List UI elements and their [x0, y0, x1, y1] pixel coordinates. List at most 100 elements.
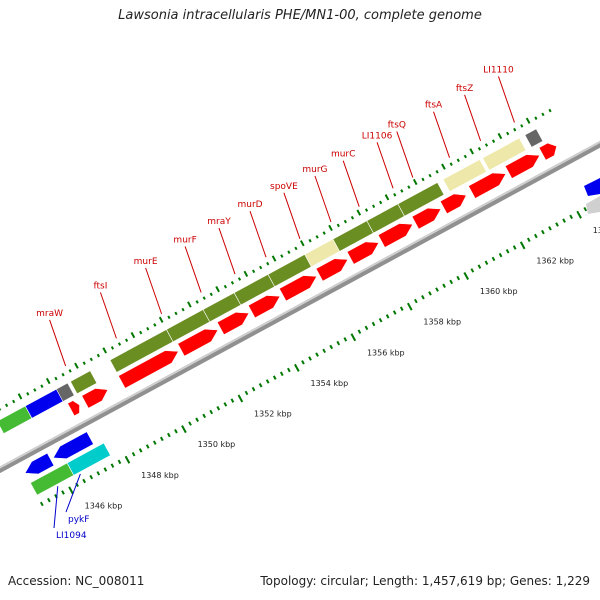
upper-tick [525, 117, 531, 124]
scale-tick [195, 417, 199, 422]
upper-tick [379, 200, 383, 205]
forward-cds-arrow [346, 241, 380, 265]
scale-tick [315, 352, 319, 357]
forward-cds-arrow [67, 400, 80, 417]
reverse-cds-arrow [52, 431, 94, 459]
forward-cds-arrow [118, 350, 179, 389]
upper-tick [146, 326, 150, 331]
upper-tick [252, 269, 256, 274]
scale-tick [152, 440, 157, 445]
cog-feature-block [482, 137, 527, 171]
scale-tick [294, 363, 300, 372]
gene-leader-line [53, 486, 59, 529]
forward-cds-arrow [439, 193, 467, 214]
scale-tick [399, 306, 404, 311]
scale-tick [498, 252, 503, 258]
gene-label: pykF [68, 515, 89, 525]
upper-tick [181, 307, 185, 312]
upper-tick [45, 377, 51, 385]
scale-tick [357, 329, 362, 334]
gene-label: murD [237, 200, 262, 210]
upper-tick [469, 148, 474, 155]
gene-leader-line [464, 94, 482, 141]
upper-tick [456, 158, 460, 163]
scale-tick-label: 1356 kbp [367, 348, 405, 357]
upper-tick [230, 281, 235, 285]
backbone [0, 140, 600, 474]
upper-tick [449, 162, 453, 166]
upper-tick [130, 331, 136, 339]
edge-feature-layer [584, 178, 600, 214]
scale-tick [216, 406, 221, 411]
scale-tick [47, 497, 51, 503]
scale-tick [167, 432, 171, 438]
scale-tick [287, 367, 291, 373]
upper-tick [26, 392, 30, 396]
gene-leader-line [184, 246, 202, 293]
upper-tick [243, 270, 249, 277]
gene-leader-line [376, 142, 394, 189]
forward-cds-arrow [81, 388, 109, 409]
scale-tick [230, 398, 235, 403]
scale-tick [223, 402, 228, 407]
gene-label: mraY [207, 217, 231, 227]
upper-tick [534, 116, 538, 121]
upper-tick [5, 403, 9, 408]
reverse-cog-track [29, 442, 111, 496]
upper-tick [195, 300, 199, 304]
scale-tick [555, 222, 559, 227]
scale-tick-label: 1364 kbp [593, 226, 600, 235]
scale-tick [576, 210, 582, 219]
forward-cds-arrow [177, 328, 219, 357]
forward-cds-arrow [468, 172, 507, 199]
upper-tick [102, 347, 108, 354]
upper-tick [158, 316, 164, 323]
upper-tick [463, 154, 467, 159]
scale-tick [364, 325, 369, 331]
scale-tick [96, 471, 101, 476]
forward-cds-arrow [411, 207, 442, 230]
scale-tick [378, 317, 383, 323]
gene-label: murG [302, 165, 327, 175]
scale-tick [202, 413, 206, 419]
scale-tick [477, 264, 482, 269]
upper-tick [89, 357, 93, 362]
upper-tick [328, 224, 333, 232]
scale-tick [308, 356, 312, 361]
gene-label: mraW [36, 309, 63, 319]
scale-tick [534, 233, 538, 239]
gene-label: murF [173, 235, 196, 245]
upper-tick [491, 139, 496, 143]
scale-tick [505, 249, 510, 254]
scale-tick [117, 459, 122, 465]
gene-leader-line [145, 267, 163, 315]
forward-cds-arrow [216, 312, 250, 335]
upper-tick [96, 353, 100, 358]
scale-tick-label: 1362 kbp [536, 256, 574, 265]
cog-feature-block [524, 128, 544, 148]
upper-tick [215, 286, 220, 293]
scale-tick [435, 287, 439, 292]
gene-label: ftsZ [456, 84, 473, 94]
gene-leader-line [65, 473, 81, 513]
gene-leader-line [218, 227, 236, 275]
upper-tick [74, 362, 79, 369]
gene-label: ftsQ [388, 121, 406, 131]
scale-tick [145, 444, 150, 449]
forward-cds-track [67, 142, 557, 417]
upper-tick [343, 219, 347, 224]
upper-tick [61, 372, 65, 377]
scale-tick [562, 218, 566, 223]
upper-tick [435, 170, 439, 174]
scale-tick [406, 302, 413, 311]
accession-text: Accession: NC_008011 [8, 574, 145, 588]
forward-cds-arrow [248, 295, 281, 319]
upper-tick [384, 194, 390, 201]
scale-tick [548, 226, 552, 231]
upper-tick [237, 277, 242, 281]
upper-tick [54, 376, 58, 381]
reverse-cds-arrow [24, 452, 55, 475]
upper-tick [153, 323, 157, 327]
upper-tick [271, 255, 277, 262]
scale-tick [336, 340, 341, 346]
